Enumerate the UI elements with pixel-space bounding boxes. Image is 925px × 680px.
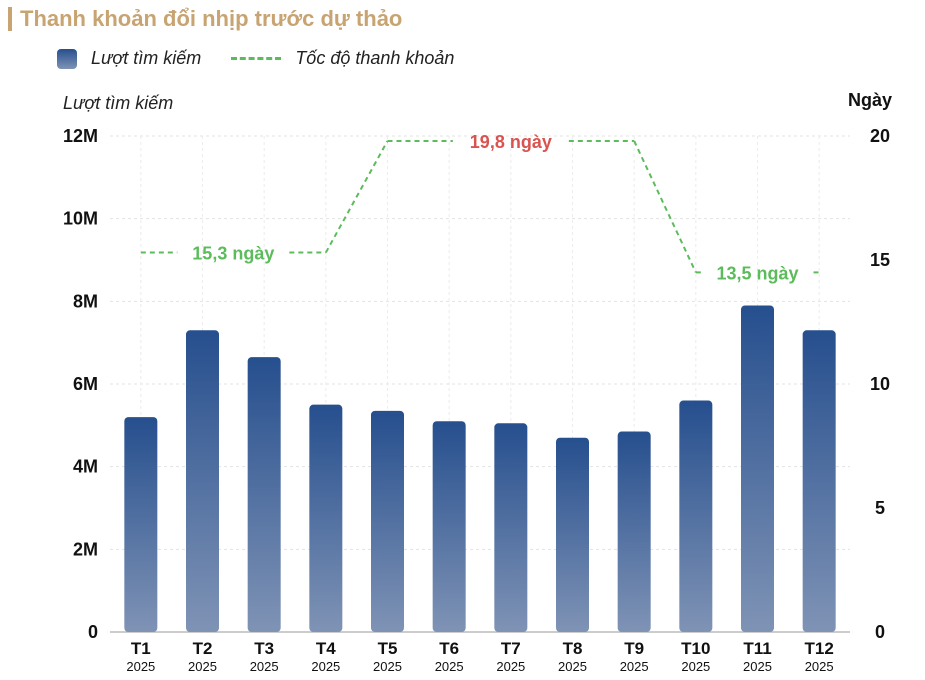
left-tick-label: 0	[88, 622, 98, 642]
bar	[124, 417, 158, 632]
bar	[186, 330, 219, 632]
x-year-label: 2025	[805, 659, 834, 674]
x-year-label: 2025	[435, 659, 464, 674]
legend-bar-swatch	[57, 48, 77, 69]
left-tick-label: 2M	[73, 539, 98, 559]
x-year-label: 2025	[250, 659, 279, 674]
x-year-label: 2025	[681, 659, 710, 674]
liquidity-annotation: 19,8 ngày	[470, 132, 552, 152]
x-year-label: 2025	[558, 659, 587, 674]
liquidity-annotation: 15,3 ngày	[192, 244, 274, 264]
x-tick-label: T12	[805, 639, 834, 658]
x-tick-label: T7	[501, 639, 521, 658]
right-tick-label: 10	[870, 374, 890, 394]
left-axis-title: Lượt tìm kiếm	[63, 93, 173, 113]
bar	[679, 400, 713, 632]
x-tick-label: T8	[563, 639, 583, 658]
bar	[371, 410, 404, 632]
right-axis-title: Ngày	[848, 90, 892, 110]
x-tick-label: T9	[624, 639, 644, 658]
bar	[802, 330, 836, 632]
chart-title-text: Thanh khoản đổi nhịp trước dự thảo	[20, 6, 403, 31]
bar	[556, 437, 589, 632]
legend-line-label: Tốc độ thanh khoản	[295, 48, 455, 68]
bar	[741, 305, 774, 632]
bar	[494, 423, 528, 632]
legend-bar-label: Lượt tìm kiếm	[91, 48, 202, 68]
chart-title: Thanh khoản đổi nhịp trước dự thảo	[8, 4, 402, 34]
x-year-label: 2025	[620, 659, 649, 674]
legend-line-swatch	[231, 57, 282, 60]
right-tick-label: 20	[870, 126, 890, 146]
x-year-label: 2025	[188, 659, 217, 674]
bar	[247, 357, 281, 632]
legend: Lượt tìm kiếm Tốc độ thanh khoản	[57, 48, 454, 69]
left-tick-label: 12M	[63, 126, 98, 146]
liquidity-line-segment	[633, 140, 697, 273]
x-tick-label: T6	[439, 639, 459, 658]
liquidity-line-segment	[324, 140, 389, 254]
x-tick-label: T11	[743, 639, 771, 658]
left-tick-label: 6M	[73, 374, 98, 394]
right-tick-label: 15	[870, 250, 890, 270]
left-tick-label: 4M	[73, 457, 98, 477]
title-accent-bar	[8, 7, 12, 31]
x-year-label: 2025	[373, 659, 402, 674]
x-tick-label: T2	[193, 639, 213, 658]
x-year-label: 2025	[311, 659, 340, 674]
right-tick-label: 0	[875, 622, 885, 642]
x-tick-label: T10	[681, 639, 710, 658]
x-year-label: 2025	[496, 659, 525, 674]
left-tick-label: 8M	[73, 291, 98, 311]
right-tick-label: 5	[875, 498, 885, 518]
bar	[617, 431, 651, 632]
liquidity-annotation: 13,5 ngày	[716, 263, 798, 283]
x-tick-label: T3	[254, 639, 274, 658]
bar	[309, 404, 343, 632]
x-tick-label: T5	[378, 639, 398, 658]
x-year-label: 2025	[126, 659, 155, 674]
bar	[432, 421, 466, 632]
x-tick-label: T4	[316, 639, 336, 658]
left-tick-label: 10M	[63, 209, 98, 229]
x-year-label: 2025	[743, 659, 772, 674]
x-tick-label: T1	[131, 639, 151, 658]
